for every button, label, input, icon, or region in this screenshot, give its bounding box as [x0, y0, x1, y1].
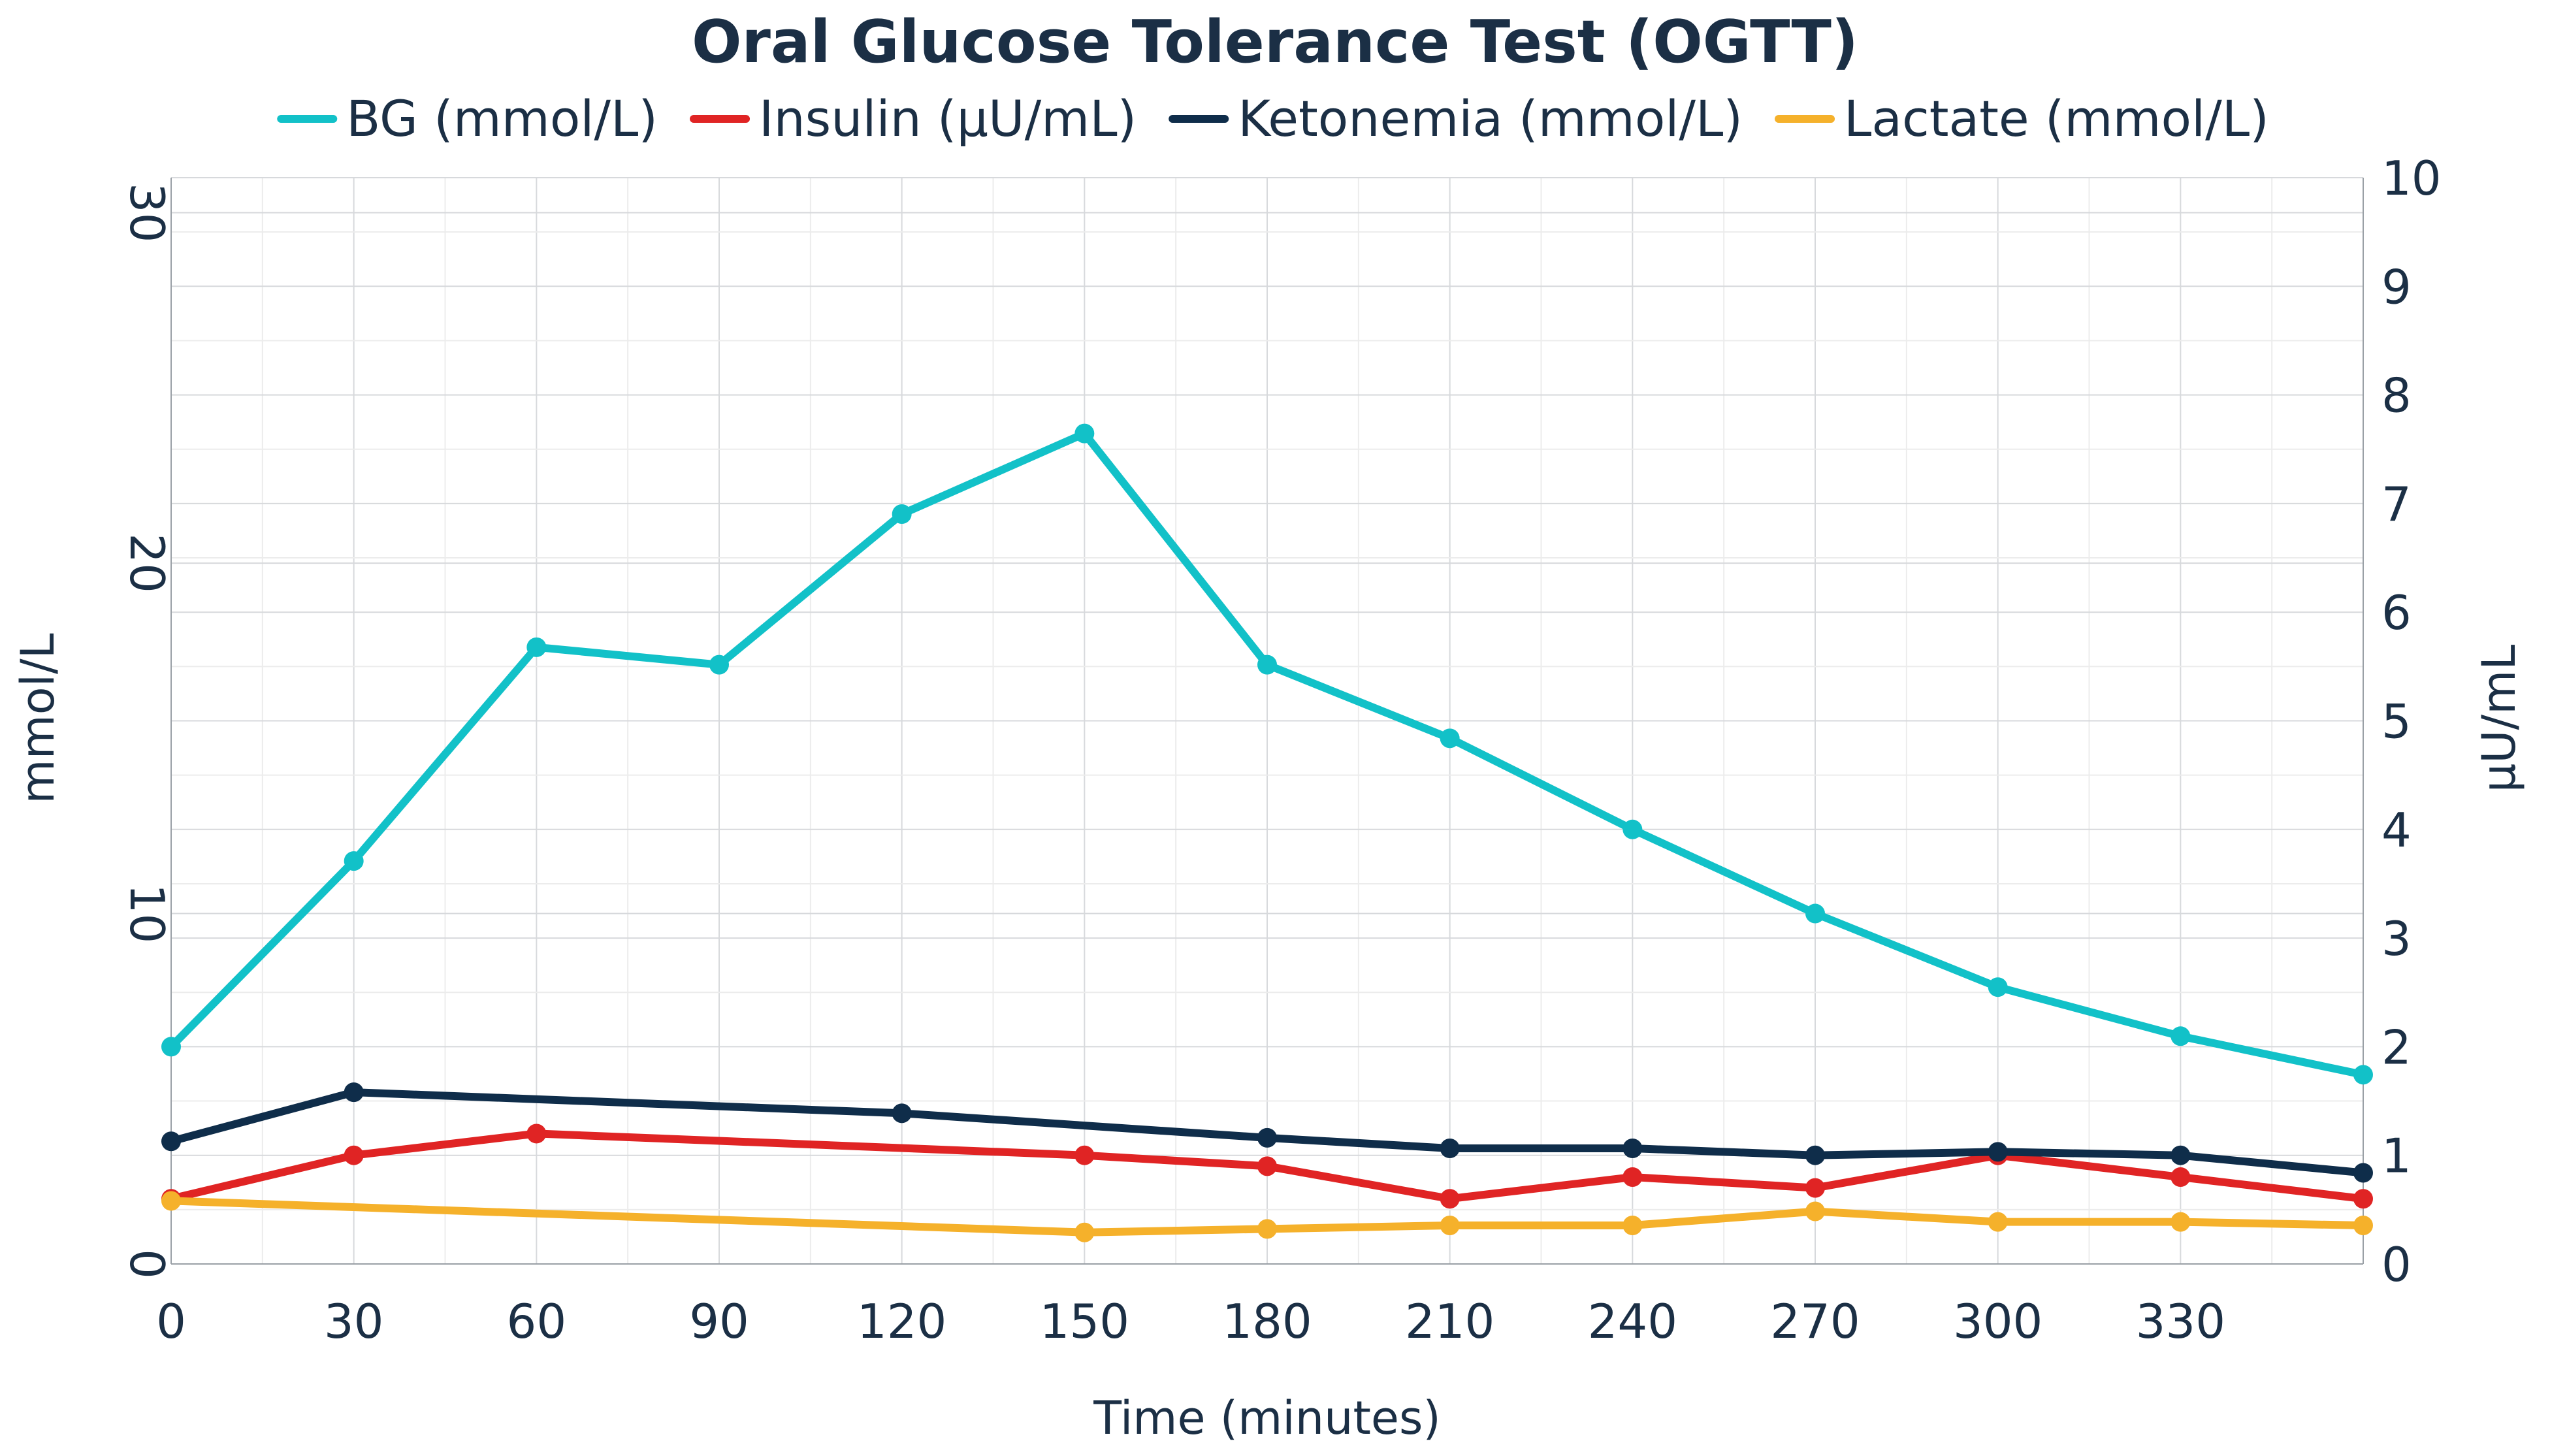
- data-point-bg: [709, 655, 729, 675]
- legend: BG (mmol/L) Insulin (µU/mL) Ketonemia (mmo…: [277, 89, 2269, 148]
- data-point-lactate: [2353, 1215, 2373, 1235]
- legend-item-ketonemia: Ketonemia (mmol/L): [1169, 89, 1743, 148]
- data-point-lactate: [2171, 1212, 2191, 1232]
- x-axis-title: Time (minutes): [1093, 1391, 1441, 1445]
- y-tick-label-right: 10: [2381, 151, 2442, 206]
- x-tick-label: 240: [1588, 1294, 1677, 1349]
- y-tick-label-right: 3: [2381, 911, 2412, 966]
- data-point-lactate: [161, 1191, 181, 1211]
- x-tick-label: 330: [2136, 1294, 2225, 1349]
- x-tick-label: 30: [324, 1294, 384, 1349]
- x-tick-label: 0: [156, 1294, 186, 1349]
- y-tick-label-right: 1: [2381, 1129, 2412, 1184]
- data-point-ketonemia: [2171, 1145, 2191, 1165]
- data-point-insulin: [1440, 1189, 1460, 1209]
- data-point-insulin: [1074, 1145, 1095, 1165]
- y-tick-label-right: 7: [2381, 477, 2412, 532]
- legend-label-lactate: Lactate (mmol/L): [1844, 89, 2269, 148]
- data-point-lactate: [1988, 1212, 2008, 1232]
- y-tick-label-right: 4: [2381, 803, 2412, 858]
- y-tick-label-left: 20: [120, 533, 174, 593]
- y-tick-label-right: 0: [2381, 1237, 2412, 1292]
- legend-label-ketonemia: Ketonemia (mmol/L): [1238, 89, 1743, 148]
- data-point-ketonemia: [1988, 1142, 2008, 1162]
- series-line-ketonemia: [167, 1088, 2367, 1177]
- data-point-ketonemia: [1805, 1145, 1825, 1165]
- data-point-lactate: [1622, 1215, 1643, 1235]
- series-lactate: [161, 1191, 2373, 1242]
- legend-item-bg: BG (mmol/L): [277, 89, 658, 148]
- data-point-lactate: [1440, 1215, 1460, 1235]
- y-tick-label-right: 8: [2381, 368, 2412, 423]
- y-axis-title-left: mmol/L: [11, 633, 65, 803]
- data-point-insulin: [1622, 1167, 1643, 1187]
- y-tick-label-left: 30: [120, 183, 174, 243]
- y-tick-label-left: 10: [120, 884, 174, 944]
- data-point-bg: [526, 637, 547, 657]
- chart-title: Oral Glucose Tolerance Test (OGTT): [692, 8, 1858, 76]
- legend-item-lactate: Lactate (mmol/L): [1775, 89, 2269, 148]
- x-tick-label: 300: [1953, 1294, 2042, 1349]
- data-point-bg: [1074, 423, 1095, 444]
- data-point-insulin: [2171, 1167, 2191, 1187]
- data-point-bg: [1440, 728, 1460, 749]
- series-ketonemia: [161, 1082, 2373, 1183]
- x-tick-label: 270: [1770, 1294, 1860, 1349]
- x-tick-label: 90: [689, 1294, 749, 1349]
- data-point-insulin: [1257, 1156, 1277, 1176]
- series-bg: [161, 423, 2373, 1085]
- x-tick-label: 120: [857, 1294, 946, 1349]
- x-tick-label: 210: [1405, 1294, 1494, 1349]
- data-point-bg: [2171, 1026, 2191, 1046]
- data-point-ketonemia: [1440, 1138, 1460, 1158]
- data-point-ketonemia: [2353, 1163, 2373, 1183]
- data-point-lactate: [1257, 1219, 1277, 1239]
- axes: 0 30 60 90 120 150 180 210 240 270 300 330010203001…: [120, 151, 2442, 1349]
- data-point-bg: [1257, 655, 1277, 675]
- y-tick-label-right: 6: [2381, 585, 2412, 640]
- y-tick-label-right: 9: [2381, 259, 2412, 314]
- data-point-bg: [344, 851, 364, 871]
- data-point-ketonemia: [1622, 1138, 1643, 1158]
- data-point-ketonemia: [1257, 1127, 1277, 1148]
- series-insulin: [161, 1124, 2373, 1209]
- data-point-ketonemia: [892, 1103, 912, 1124]
- y-tick-label-right: 5: [2381, 694, 2412, 749]
- data-point-bg: [892, 504, 912, 524]
- data-point-bg: [1622, 819, 1643, 839]
- legend-label-insulin: Insulin (µU/mL): [759, 89, 1137, 148]
- data-point-lactate: [1805, 1201, 1825, 1221]
- data-point-ketonemia: [344, 1082, 364, 1103]
- x-tick-label: 60: [507, 1294, 567, 1349]
- data-point-bg: [161, 1037, 181, 1057]
- data-point-bg: [2353, 1065, 2373, 1085]
- x-tick-label: 180: [1222, 1294, 1312, 1349]
- data-point-ketonemia: [161, 1131, 181, 1152]
- data-point-insulin: [344, 1145, 364, 1165]
- data-point-insulin: [2353, 1189, 2373, 1209]
- data-point-bg: [1988, 977, 2008, 997]
- x-tick-label: 150: [1040, 1294, 1129, 1349]
- legend-item-insulin: Insulin (µU/mL): [690, 89, 1137, 148]
- data-point-lactate: [1074, 1222, 1095, 1242]
- legend-label-bg: BG (mmol/L): [346, 89, 658, 148]
- series-group: [161, 423, 2373, 1242]
- data-point-insulin: [1805, 1178, 1825, 1198]
- y-tick-label-left: 0: [120, 1249, 174, 1279]
- y-tick-label-right: 2: [2381, 1020, 2412, 1075]
- data-point-bg: [1805, 903, 1825, 924]
- y-axis-title-right: µU/mL: [2472, 645, 2526, 793]
- data-point-insulin: [526, 1124, 547, 1144]
